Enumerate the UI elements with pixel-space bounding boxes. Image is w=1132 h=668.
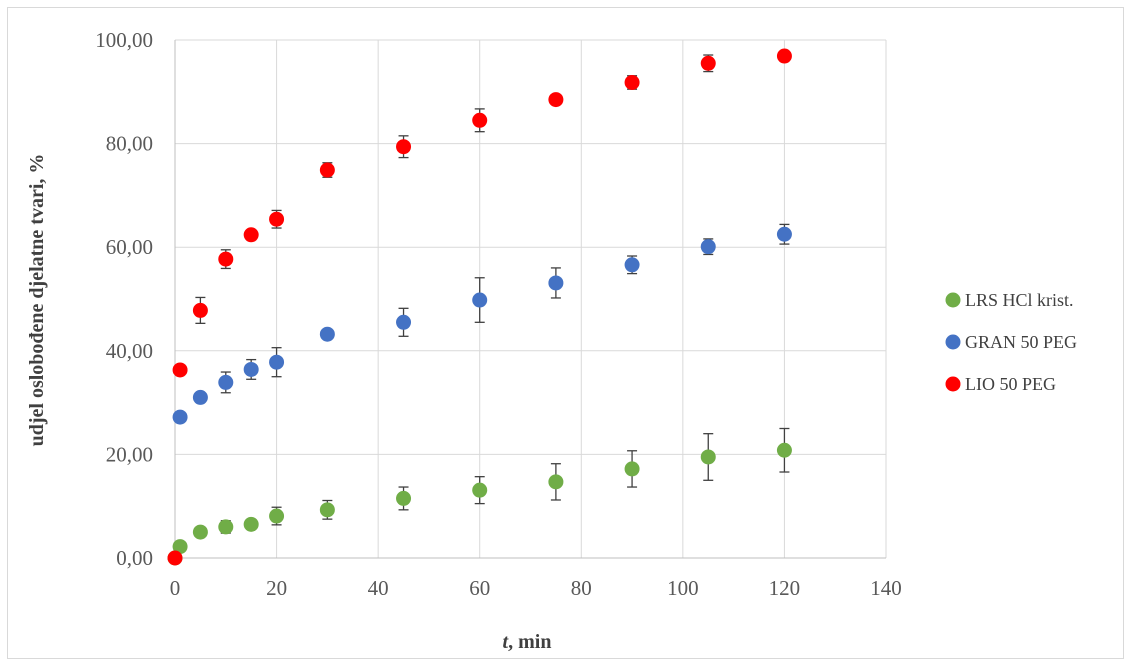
data-point: [548, 275, 564, 291]
x-axis-title-rest: , min: [508, 631, 551, 653]
data-point: [192, 389, 208, 405]
x-tick-label: 120: [769, 576, 801, 600]
data-point: [218, 519, 234, 535]
data-point: [548, 474, 564, 490]
data-point: [624, 74, 640, 90]
y-tick-label: 80,00: [106, 132, 153, 156]
data-point: [548, 92, 564, 108]
x-tick-label: 0: [170, 576, 181, 600]
x-tick-label: 100: [667, 576, 699, 600]
data-point: [319, 502, 335, 518]
data-point: [700, 55, 716, 71]
legend-marker: [945, 376, 961, 392]
tick-labels: 0 20 40 60 80 100 120 140 0,00 20,00 40,00 60,00 80,…: [95, 28, 902, 600]
legend-label: LIO 50 PEG: [965, 374, 1056, 394]
data-point: [218, 374, 234, 390]
x-tick-label: 80: [571, 576, 592, 600]
legend-label: LRS HCl krist.: [965, 290, 1074, 310]
y-tick-label: 40,00: [106, 339, 153, 363]
data-point: [319, 326, 335, 342]
y-tick-label: 100,00: [95, 28, 153, 52]
data-point: [700, 239, 716, 255]
data-point: [472, 292, 488, 308]
legend-marker: [945, 292, 961, 308]
x-tick-label: 40: [368, 576, 389, 600]
axes: [174, 40, 886, 559]
chart-frame: [7, 7, 1124, 659]
data-point: [319, 162, 335, 178]
y-tick-label: 60,00: [106, 235, 153, 259]
data-point: [243, 516, 259, 532]
data-point: [396, 490, 412, 506]
data-point: [243, 227, 259, 243]
data-point: [396, 314, 412, 330]
gridlines: [175, 39, 887, 558]
data-point: [776, 442, 792, 458]
x-axis-title: t, min: [503, 631, 552, 653]
data-point: [269, 508, 285, 524]
error-bars: [195, 54, 790, 534]
legend-label: GRAN 50 PEG: [965, 332, 1077, 352]
data-point: [776, 226, 792, 242]
data-point: [269, 211, 285, 227]
data-point: [396, 139, 412, 155]
data-points: [167, 48, 792, 566]
y-axis-title: udjel oslobođene djelatne tvari, %: [26, 154, 48, 447]
legend: LRS HCl krist. GRAN 50 PEG LIO 50 PEG: [945, 290, 1077, 394]
data-point: [172, 539, 188, 555]
data-point: [472, 482, 488, 498]
x-tick-label: 60: [469, 576, 490, 600]
data-point: [243, 361, 259, 377]
data-point: [624, 257, 640, 273]
data-point: [269, 354, 285, 370]
y-tick-label: 0,00: [116, 546, 153, 570]
x-axis-title-italic: t: [503, 631, 510, 653]
data-point: [167, 550, 183, 566]
x-tick-label: 20: [266, 576, 287, 600]
data-point: [172, 409, 188, 425]
y-tick-label: 20,00: [106, 442, 153, 466]
data-point: [624, 461, 640, 477]
data-point: [776, 48, 792, 64]
data-point: [218, 251, 234, 267]
data-point: [472, 112, 488, 128]
data-point: [172, 362, 188, 378]
data-point: [700, 449, 716, 465]
data-point: [192, 302, 208, 318]
x-tick-label: 140: [870, 576, 902, 600]
data-point: [192, 524, 208, 540]
legend-marker: [945, 334, 961, 350]
